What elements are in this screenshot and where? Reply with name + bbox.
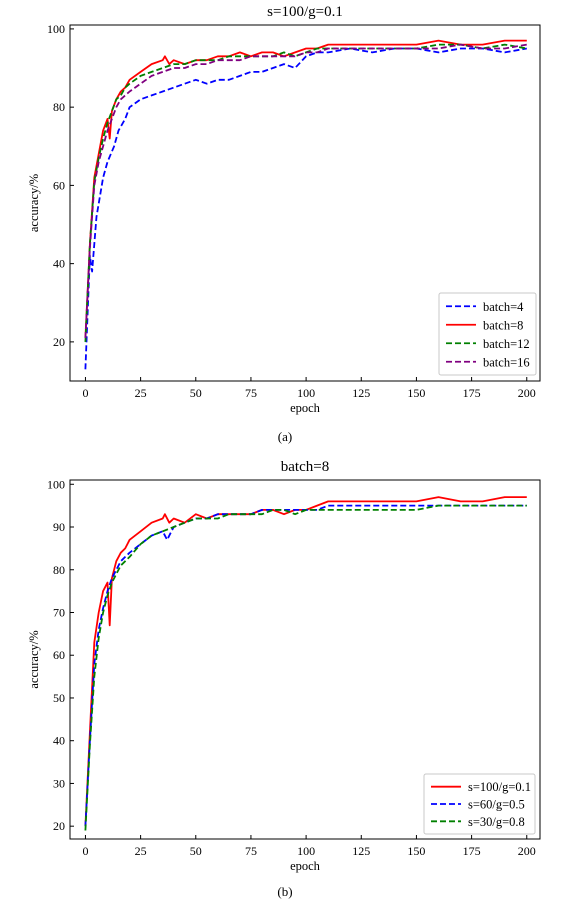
y-tick-label: 50 [53,691,65,705]
y-tick-label: 30 [53,776,65,790]
y-tick-label: 100 [47,477,65,491]
chart-title: s=100/g=0.1 [267,4,343,20]
y-tick-label: 80 [53,563,65,577]
y-axis-label: accuracy/% [27,174,41,232]
x-tick-label: 75 [245,844,257,858]
series-line-batch-16 [84,43,527,339]
x-axis-label: epoch [290,401,321,415]
x-tick-label: 150 [407,386,425,400]
chart-title: batch=8 [281,459,329,475]
x-tick-label: 0 [82,386,88,400]
x-tick-label: 100 [297,386,315,400]
legend-label: batch=4 [483,300,524,314]
y-axis-label: accuracy/% [27,630,41,688]
x-tick-label: 50 [190,386,202,400]
x-tick-label: 175 [463,386,481,400]
x-tick-label: 125 [352,386,370,400]
legend-label: batch=16 [483,355,530,369]
x-tick-label: 25 [135,386,147,400]
x-tick-label: 175 [463,844,481,858]
y-tick-label: 40 [53,257,65,271]
legend-box [438,292,537,376]
legend: s=100/g=0.1 s=60/g=0.5 s=30/g=0.8 [423,773,536,835]
y-tick-label: 60 [53,648,65,662]
x-tick-label: 50 [190,844,202,858]
x-tick-label: 100 [297,844,315,858]
x-tick-label: 25 [135,844,147,858]
x-axis-label: epoch [290,859,321,873]
legend-label: s=60/g=0.5 [468,798,525,812]
y-tick-label: 70 [53,605,65,619]
chart-panel-a: 0 25 50 75 100 125 150 175 200 20 40 60 80 100 s=100/g… [27,4,541,444]
y-tick-label: 100 [47,22,65,36]
x-tick-label: 200 [518,844,536,858]
legend-label: s=100/g=0.1 [468,780,531,794]
plot-frame [69,24,541,382]
y-tick-label: 40 [53,734,65,748]
x-tick-label: 200 [518,386,536,400]
y-tick-label: 20 [53,335,65,349]
y-tick-label: 80 [53,100,65,114]
figure-caption: (b) [277,884,292,899]
legend-label: batch=8 [483,318,523,332]
y-tick-label: 60 [53,178,65,192]
chart-panel-b: 0 25 50 75 100 125 150 175 200 20 30 40 50 60 70 80 90 10… [27,459,541,899]
x-tick-label: 150 [407,844,425,858]
x-tick-label: 0 [82,844,88,858]
legend-box [423,773,536,835]
x-tick-label: 125 [352,844,370,858]
y-tick-label: 90 [53,520,65,534]
y-tick-label: 20 [53,819,65,833]
legend: batch=4 batch=8 batch=12 batch=16 [438,292,537,376]
plot-frame [69,479,541,840]
series-line-s-60-g-0-5 [84,504,527,827]
series-line-s-30-g-0-8 [84,504,527,831]
legend-label: s=30/g=0.8 [468,815,525,829]
figure-caption: (a) [278,429,292,444]
legend-label: batch=12 [483,337,530,351]
x-tick-label: 75 [245,386,257,400]
